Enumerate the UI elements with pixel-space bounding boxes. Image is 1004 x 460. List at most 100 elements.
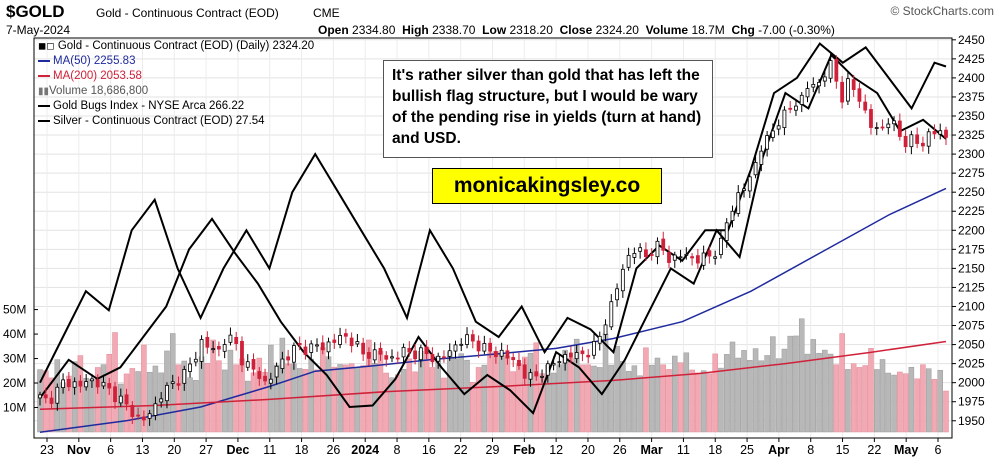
candle-body: [90, 378, 94, 382]
volume-bar: [839, 333, 845, 433]
candle-body: [592, 341, 596, 356]
volume-bar: [660, 364, 666, 433]
candle-body: [701, 252, 706, 266]
x-tick-label: 11: [263, 443, 276, 457]
candle-body: [528, 372, 533, 380]
volume-tick-label: 20M: [3, 376, 26, 390]
candle-body: [395, 357, 400, 360]
x-tick-label: 27: [199, 443, 213, 457]
y-tick-label: 2200: [958, 223, 985, 237]
candle-body: [765, 135, 770, 150]
y-tick-label: 2350: [958, 109, 985, 123]
candle-body: [188, 363, 192, 372]
y-tick-label: 2400: [958, 71, 985, 85]
candle-body: [95, 379, 100, 388]
candle-body: [343, 333, 348, 337]
candle-body: [193, 358, 198, 363]
volume-bar: [914, 378, 920, 433]
volume-bar: [94, 367, 101, 433]
candle-body: [932, 131, 937, 135]
candle-body: [620, 268, 625, 292]
y-tick-label: 2225: [958, 204, 985, 218]
close-label: Close: [559, 23, 593, 37]
candle-body: [799, 94, 804, 105]
legend-label: Silver - Continuous Contract (EOD) 27.54: [53, 115, 265, 127]
candle-body: [292, 345, 296, 363]
candle-body: [113, 386, 117, 403]
legend-label: MA(200) 2053.58: [53, 70, 142, 82]
volume-bar: [216, 360, 222, 433]
volume-tick-label: 50M: [3, 303, 26, 317]
brand-label[interactable]: © StockCharts.com: [890, 4, 994, 18]
legend-item-silver: Silver - Continuous Contract (EOD) 27.54: [38, 115, 265, 127]
volume-bar: [146, 372, 153, 433]
volume-bar: [758, 360, 765, 433]
candle-body: [742, 188, 746, 191]
volume-bar: [816, 352, 822, 433]
legend-label: Gold - Continuous Contract (EOD) (Daily)…: [57, 40, 315, 52]
volume-bar: [700, 370, 707, 433]
candle-body: [690, 256, 694, 259]
x-tick-label: 18: [708, 443, 722, 457]
line-swatch-icon: [38, 74, 50, 77]
legend-item-ma50: MA(50) 2255.83: [38, 55, 135, 67]
volume-bar: [181, 360, 188, 433]
candle-body: [418, 347, 423, 361]
candle-icon: ◼◻: [38, 41, 55, 52]
candle-body: [586, 354, 591, 358]
candle-body: [944, 129, 948, 138]
y-tick-label: 2050: [958, 338, 985, 352]
x-tick-label: 29: [486, 443, 500, 457]
candle-body: [644, 249, 648, 258]
axis-layer: 2450242524002375235023252300227522502225…: [3, 33, 985, 457]
volume-tick-label: 30M: [3, 352, 26, 366]
y-tick-label: 2100: [958, 299, 985, 313]
candle-body: [874, 127, 879, 129]
candle-body: [338, 335, 342, 345]
volume-bar: [371, 363, 378, 433]
candle-body: [182, 369, 187, 384]
open-value: 2334.80: [352, 23, 396, 37]
candle-body: [315, 344, 319, 347]
volume-label: Volume: [645, 23, 689, 37]
candle-body: [569, 352, 573, 358]
volume-bar: [897, 371, 903, 433]
candle-body: [851, 79, 856, 90]
volume-bar: [764, 355, 770, 433]
candle-body: [909, 134, 914, 148]
volume-bar: [683, 352, 690, 433]
volume-bar: [885, 372, 892, 433]
candle-body: [857, 88, 862, 102]
x-tick-label: 12: [549, 443, 563, 457]
candle-body: [165, 384, 169, 402]
volume-bar: [77, 355, 84, 433]
candle-body: [747, 176, 752, 192]
volume-bar: [845, 369, 851, 433]
volume-bar: [210, 339, 216, 433]
candle-body: [915, 134, 920, 144]
candle-body: [822, 76, 827, 82]
candle-body: [626, 254, 631, 268]
candle-body: [713, 256, 718, 259]
volume-bar: [643, 347, 649, 433]
exchange-label: CME: [313, 6, 340, 20]
candle-body: [886, 123, 891, 129]
volume-bar: [193, 380, 199, 433]
close-value: 2324.20: [595, 23, 639, 37]
volume-bar: [868, 348, 874, 433]
volume-bar: [366, 339, 372, 433]
candle-body: [459, 343, 464, 346]
y-tick-label: 1950: [958, 414, 985, 428]
volume-bar: [204, 363, 211, 433]
ma-layer: [39, 187, 947, 433]
candle-body: [615, 288, 619, 301]
volume-bar: [666, 369, 672, 433]
volume-bar: [354, 367, 361, 433]
volume-bar: [781, 348, 788, 433]
candle-body: [263, 375, 267, 382]
silver-line: [39, 42, 947, 384]
candle-body: [926, 131, 931, 147]
volume-bar: [874, 369, 880, 433]
volume-bar: [562, 349, 568, 433]
volume-bar: [787, 335, 793, 433]
